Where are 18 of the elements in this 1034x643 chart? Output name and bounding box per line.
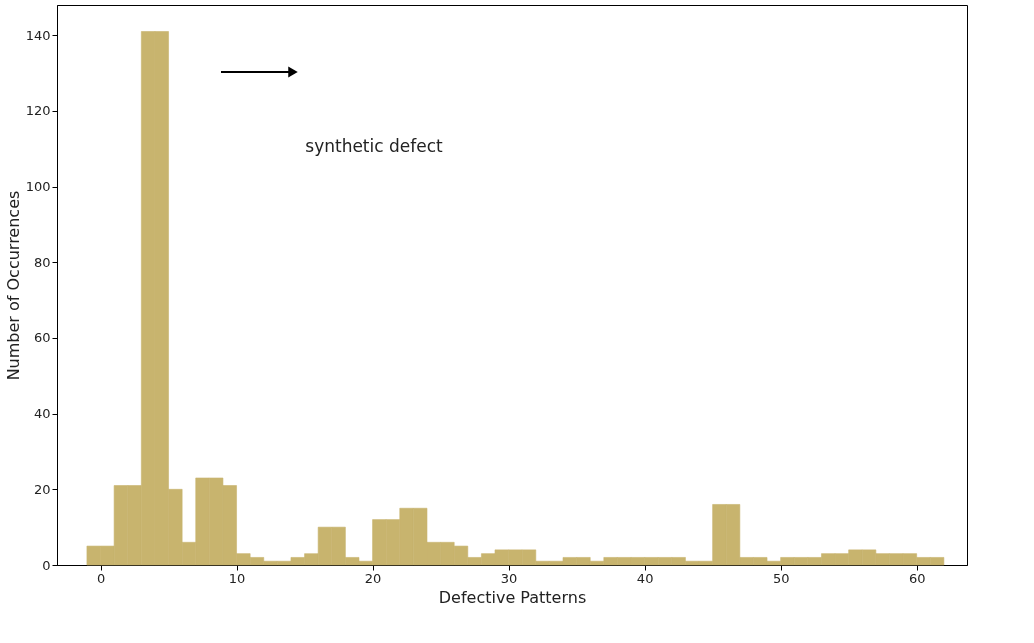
y-tick-label: 100 — [25, 179, 51, 195]
x-tick-label: 30 — [500, 570, 518, 586]
y-tick-label: 20 — [33, 481, 51, 497]
y-tick-label: 60 — [33, 330, 51, 346]
x-tick-label: 60 — [908, 570, 926, 586]
x-axis-title: Defective Patterns — [438, 587, 587, 607]
x-tick-label: 40 — [636, 570, 654, 586]
y-tick-label: 80 — [33, 254, 51, 270]
x-tick-label: 20 — [364, 570, 382, 586]
x-tick-label: 50 — [772, 570, 790, 586]
y-tick-label: 120 — [25, 103, 51, 119]
y-tick-label: 0 — [42, 557, 51, 573]
y-axis-title: Number of Occurrences — [3, 190, 23, 381]
y-tick-label: 40 — [33, 406, 51, 422]
annotation: synthetic defect — [305, 136, 444, 156]
x-tick-label: 10 — [228, 570, 246, 586]
y-tick-label: 140 — [25, 27, 51, 43]
x-tick-label: 0 — [96, 570, 106, 586]
